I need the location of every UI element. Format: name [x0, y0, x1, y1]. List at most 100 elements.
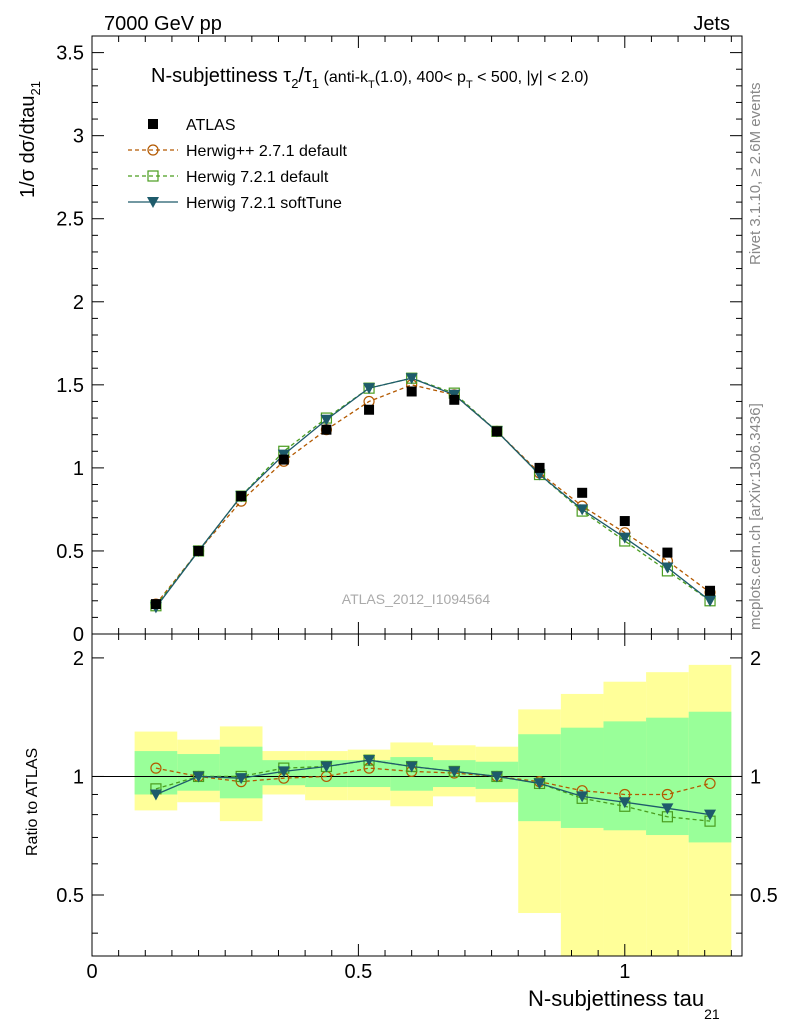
legend-marker-herwig721	[147, 170, 159, 182]
mcplots-label: mcplots.cern.ch [arXiv:1306.3436]	[747, 403, 764, 630]
band-green	[219, 746, 263, 799]
y-tick-label-main: 1	[73, 458, 84, 480]
y-axis-label-main-sub: 21	[28, 81, 43, 95]
band-green	[603, 721, 647, 831]
y-axis-label-ratio: Ratio to ATLAS	[24, 748, 41, 856]
ratio-point-softtune	[235, 773, 248, 785]
main-point-atlas	[449, 394, 460, 405]
legend-label-softtune: Herwig 7.2.1 softTune	[186, 195, 342, 212]
header-right: Jets	[693, 13, 730, 35]
main-point-atlas	[364, 404, 375, 415]
ratio-point-softtune	[618, 797, 631, 809]
ratio-point-herwigpp	[150, 762, 162, 774]
main-point-atlas	[577, 487, 588, 498]
y-tick-label-main: 0.5	[56, 541, 84, 563]
main-line-herwigpp	[155, 384, 711, 605]
legend: ATLAS Herwig++ 2.7.1 default Herwig 7.2.…	[128, 117, 348, 212]
y-tick-label-main: 2	[73, 292, 84, 314]
legend-marker-softtune	[147, 197, 159, 208]
main-point-atlas	[236, 491, 247, 502]
data-series	[149, 372, 717, 827]
x-axis-label-sub: 21	[704, 1006, 720, 1022]
ratio-point-herwigpp	[661, 788, 674, 801]
main-point-atlas	[662, 547, 673, 558]
title-p1: (anti-k	[319, 69, 369, 86]
legend-marker-atlas	[148, 119, 158, 129]
main-point-softtune	[618, 532, 631, 544]
main-point-atlas	[150, 599, 161, 610]
legend-label-herwig721: Herwig 7.2.1 default	[186, 169, 329, 186]
ratio-plot-frame	[91, 633, 743, 957]
title-p2sub: T	[466, 79, 473, 91]
ratio-point-softtune	[405, 761, 418, 773]
ratio-uncertainty-bands	[134, 664, 732, 956]
ratio-point-softtune	[533, 778, 546, 790]
ratio-point-softtune	[661, 803, 674, 815]
y-tick-label-main: 3.5	[56, 43, 84, 65]
ratio-line-herwigpp	[155, 767, 711, 796]
main-point-atlas	[278, 454, 289, 465]
axis-ticks: 0 0.5 100.511.522.533.50.5 0.51 12 2	[56, 35, 778, 983]
title-slash: /τ	[298, 65, 312, 87]
main-point-softtune	[320, 414, 333, 426]
band-green	[518, 734, 561, 822]
ratio-point-softtune	[149, 789, 162, 801]
y-tick-label-main: 2.5	[56, 209, 84, 231]
main-point-softtune	[704, 595, 717, 607]
main-line-softtune	[155, 377, 711, 608]
main-point-softtune	[661, 562, 674, 574]
legend-marker-herwigpp	[147, 144, 159, 156]
ratio-point-softtune	[448, 766, 461, 778]
ratio-point-softtune	[704, 809, 717, 821]
title-p3: < 500, |y| < 2.0)	[473, 69, 589, 86]
x-tick-label: 1	[619, 961, 630, 983]
legend-label-atlas: ATLAS	[186, 117, 236, 134]
x-axis-label-text: N-subjettiness tau	[528, 986, 704, 1011]
ratio-line-softtune	[155, 759, 711, 816]
ratio-point-softtune	[277, 766, 290, 778]
y-axis-label-main-text: 1/σ dσ/dtau	[17, 95, 39, 198]
title-sub2: 1	[312, 76, 319, 91]
main-point-softtune	[405, 373, 418, 385]
y-tick-label-main: 0	[73, 624, 84, 646]
band-green	[560, 727, 604, 828]
y-tick-label-main: 3	[73, 126, 84, 148]
title-p1sub: T	[368, 79, 375, 91]
y-tick-label-ratio-right: 0.5	[750, 885, 778, 907]
ratio-point-softtune	[363, 755, 376, 767]
ratio-point-softtune	[490, 771, 503, 783]
header-left: 7000 GeV pp	[104, 13, 222, 35]
y-tick-label-main: 1.5	[56, 375, 84, 397]
main-point-softtune	[363, 383, 376, 395]
main-point-atlas	[619, 516, 630, 527]
band-green	[688, 711, 732, 843]
title-sub1: 2	[291, 76, 298, 91]
y-tick-label-ratio-right: 1	[750, 766, 761, 788]
y-axis-label-main: 1/σ dσ/dtau21	[17, 81, 43, 198]
x-tick-label: 0	[86, 961, 97, 983]
y-tick-label-ratio-right: 2	[750, 648, 761, 670]
legend-label-herwigpp: Herwig++ 2.7.1 default	[186, 143, 348, 160]
x-tick-label: 0.5	[344, 961, 372, 983]
main-point-atlas	[406, 386, 417, 397]
main-point-atlas	[321, 424, 332, 435]
main-point-atlas	[193, 545, 204, 556]
ratio-point-softtune	[192, 771, 205, 783]
y-tick-label-ratio: 1	[73, 766, 84, 788]
main-point-softtune	[576, 504, 589, 516]
y-tick-label-ratio: 2	[73, 648, 84, 670]
title-main: N-subjettiness τ	[151, 65, 291, 87]
analysis-label: ATLAS_2012_I1094564	[342, 591, 491, 607]
main-point-atlas	[491, 426, 502, 437]
rivet-label: Rivet 3.1.10, ≥ 2.6M events	[747, 83, 764, 266]
x-axis-label: N-subjettiness tau21	[528, 986, 720, 1022]
chart-title: N-subjettiness τ2/τ1 (anti-kT(1.0), 400<…	[151, 65, 589, 91]
ratio-point-herwigpp	[704, 777, 716, 790]
ratio-point-softtune	[576, 791, 589, 803]
main-point-atlas	[705, 585, 716, 596]
ratio-point-softtune	[320, 761, 333, 773]
title-p2: (1.0), 400< p	[375, 69, 466, 86]
main-point-atlas	[534, 462, 545, 473]
y-tick-label-ratio: 0.5	[56, 885, 84, 907]
